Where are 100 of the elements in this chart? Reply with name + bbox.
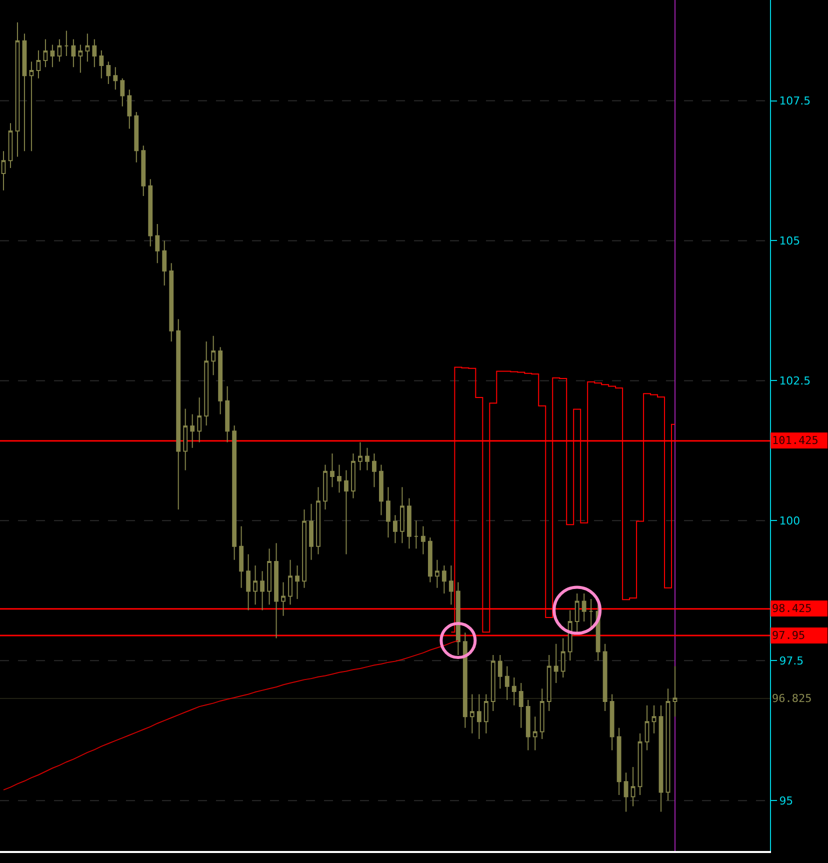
candlestick: [392, 514, 398, 544]
candlestick: [323, 464, 328, 510]
candlestick: [365, 447, 370, 471]
candlestick: [225, 386, 230, 443]
y-tick-label: 102.5: [779, 374, 811, 388]
candlestick: [22, 33, 27, 152]
candlestick: [295, 564, 300, 600]
candlestick: [162, 240, 167, 286]
candlestick: [183, 408, 188, 471]
candlestick: [420, 526, 426, 555]
candlestick: [260, 570, 265, 611]
candlestick: [379, 464, 384, 516]
candlestick: [498, 654, 502, 690]
candlestick: [330, 452, 334, 488]
candlestick: [267, 548, 272, 606]
candlestick: [616, 727, 622, 796]
candlestick: [568, 610, 572, 662]
candlestick: [64, 30, 69, 56]
candlestick: [134, 111, 139, 163]
candlestick: [92, 38, 97, 68]
candlestick: [358, 442, 362, 471]
candlestick: [434, 559, 440, 588]
candlestick: [29, 61, 34, 152]
candlestick: [78, 44, 83, 74]
candlestick: [386, 486, 390, 538]
candlestick: [546, 654, 552, 712]
candlestick: [582, 592, 586, 622]
candlestick: [602, 643, 608, 712]
candlestick: [71, 38, 76, 68]
candlestick: [658, 704, 664, 812]
candlestick: [232, 425, 237, 560]
candlestick: [462, 632, 468, 728]
ref-line-label: 98.425: [772, 602, 812, 615]
candlestick: [337, 464, 342, 494]
candlestick: [540, 688, 544, 740]
candlestick: [666, 688, 670, 802]
candlestick: [414, 520, 418, 550]
candlestick: [50, 44, 55, 68]
candlestick: [672, 666, 678, 718]
candlestick: [406, 498, 412, 550]
candlestick: [316, 486, 320, 555]
candlestick: [490, 654, 496, 712]
candlestick: [43, 38, 48, 68]
y-tick-label: 95: [779, 794, 794, 808]
candlestick: [155, 223, 160, 264]
candlestick: [36, 50, 41, 79]
candlestick: [8, 122, 13, 168]
candlestick: [239, 526, 244, 588]
candlestick: [204, 341, 209, 426]
candlestick: [148, 178, 153, 247]
candlestick: [588, 598, 594, 628]
candlestick: [344, 470, 348, 555]
candlestick: [169, 262, 174, 342]
candlestick: [253, 564, 258, 606]
candlestick: [638, 732, 642, 796]
candlestick: [504, 666, 510, 700]
candlestick: [470, 694, 474, 734]
candlestick: [428, 536, 432, 583]
candlestick: [351, 452, 356, 499]
candlestick: [526, 699, 530, 751]
candlestick: [141, 145, 146, 196]
ref-line-label: 96.825: [772, 692, 812, 705]
candlestick: [484, 694, 488, 734]
candlestick: [532, 716, 538, 751]
candlestick: [442, 564, 446, 594]
candlestick: [211, 335, 216, 376]
y-tick-label: 97.5: [779, 654, 804, 668]
candlestick: [518, 682, 524, 728]
candlestick: [630, 766, 636, 807]
candlestick: [246, 554, 251, 611]
candlestick: [574, 592, 580, 634]
candlestick: [99, 50, 104, 79]
candlestick: [302, 508, 306, 588]
candlestick: [113, 66, 118, 90]
candlestick: [288, 559, 292, 606]
candlestick: [400, 486, 404, 544]
candlestick: [644, 704, 650, 751]
candlestick: [309, 503, 314, 560]
candlestick: [15, 22, 20, 158]
candlestick: [85, 33, 90, 62]
candlestick: [476, 694, 482, 740]
candlestick: [176, 318, 181, 510]
candlestick: [560, 638, 566, 678]
candlestick: [127, 89, 132, 130]
candlestick: [456, 582, 460, 656]
y-tick-label: 105: [779, 234, 800, 248]
candlestick: [281, 582, 286, 616]
y-tick-label: 107.5: [779, 94, 811, 108]
candlestick: [190, 414, 195, 448]
candlestick: [554, 643, 558, 684]
candlestick: [57, 38, 62, 62]
candlestick: [448, 564, 454, 606]
ref-line-label: 101.425: [772, 434, 818, 447]
candlestick: [197, 397, 202, 443]
candlestick: [372, 452, 376, 488]
ref-line-label: 97.95: [772, 629, 806, 642]
candlestick: [218, 346, 223, 415]
candlestick: [274, 542, 279, 639]
candlestick: [652, 704, 656, 734]
candlestick: [512, 676, 516, 706]
